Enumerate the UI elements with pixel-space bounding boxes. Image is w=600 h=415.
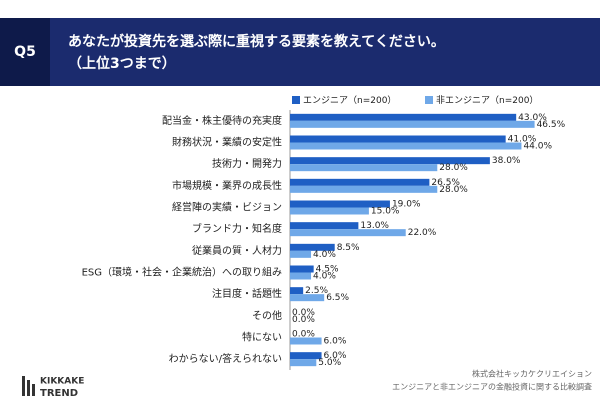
question-label: Q5 xyxy=(14,44,36,60)
value-label: 41.0% xyxy=(508,135,537,145)
bar xyxy=(290,185,438,193)
value-label: 44.0% xyxy=(523,142,552,152)
value-label: 13.0% xyxy=(360,221,389,231)
bar xyxy=(290,352,322,360)
source: 株式会社キッカケクリエイション xyxy=(472,369,592,379)
y-tick-label: ブランド力・知名度 xyxy=(192,222,282,235)
logo-icon xyxy=(32,384,35,396)
chart-title: あなたが投資先を選ぶ際に重視する要素を教えてください。 xyxy=(68,33,445,50)
bar xyxy=(290,222,359,230)
y-tick-label: 技術力・開発力 xyxy=(212,157,282,170)
value-label: 15.0% xyxy=(371,207,400,217)
bar xyxy=(290,135,506,143)
bar xyxy=(290,157,490,165)
value-label: 6.0% xyxy=(324,337,347,347)
value-label: 2.5% xyxy=(305,286,328,296)
y-tick-label: 財務状況・業績の安定性 xyxy=(172,136,282,149)
y-tick-label: その他 xyxy=(252,309,282,322)
legend-label: エンジニア（n=200） xyxy=(303,95,396,106)
value-label: 5.0% xyxy=(318,358,341,368)
logo-text: KIKKAKE xyxy=(40,377,84,387)
logo-icon xyxy=(27,380,30,396)
value-label: 0.0% xyxy=(292,308,315,318)
y-tick-label: 特にない xyxy=(242,332,282,344)
value-label: 38.0% xyxy=(492,156,521,166)
bar xyxy=(290,142,522,150)
bar xyxy=(290,113,517,121)
bar xyxy=(290,243,335,251)
bar xyxy=(290,272,312,280)
value-label: 4.5% xyxy=(316,265,339,275)
logo-icon xyxy=(22,376,25,396)
bar xyxy=(290,120,535,128)
bar xyxy=(290,337,322,345)
y-tick-label: 注目度・話題性 xyxy=(212,287,282,300)
y-tick-label: 配当金・株主優待の充実度 xyxy=(162,114,282,127)
logo: KIKKAKE TREND xyxy=(22,376,84,399)
bar xyxy=(290,265,314,273)
bar xyxy=(290,229,406,237)
value-label: 0.0% xyxy=(292,315,315,325)
y-tick-label: わからない/答えられない xyxy=(169,352,282,365)
value-label: 8.5% xyxy=(337,243,360,253)
bar xyxy=(290,294,325,302)
bar xyxy=(290,207,369,215)
bar xyxy=(290,164,438,172)
legend-label: 非エンジニア（n=200） xyxy=(436,94,538,106)
bar xyxy=(290,200,390,208)
legend-swatch xyxy=(292,96,300,104)
value-label: 6.5% xyxy=(326,293,349,303)
legend-swatch xyxy=(425,96,433,104)
value-label: 6.0% xyxy=(324,351,347,361)
y-tick-label: 市場規模・業界の成長性 xyxy=(172,179,282,192)
bar xyxy=(290,178,430,186)
value-label: 4.0% xyxy=(313,250,336,260)
bar xyxy=(290,359,317,367)
value-label: 4.0% xyxy=(313,272,336,282)
value-label: 46.5% xyxy=(537,120,566,130)
logo-text: TREND xyxy=(40,388,78,399)
chart-subtitle: （上位3つまで） xyxy=(68,55,176,72)
y-tick-label: 経営陣の実績・ビジョン xyxy=(172,201,282,214)
value-label: 26.5% xyxy=(431,178,460,188)
value-label: 0.0% xyxy=(292,330,315,340)
value-label: 19.0% xyxy=(392,200,421,210)
source: エンジニアと非エンジニアの金融投資に関する比較調査 xyxy=(392,382,592,392)
bar xyxy=(290,250,312,258)
value-label: 28.0% xyxy=(439,185,468,195)
value-label: 22.0% xyxy=(408,228,437,238)
value-label: 43.0% xyxy=(518,113,547,123)
bar xyxy=(290,287,304,295)
y-tick-label: 従業員の質・人材力 xyxy=(192,244,282,257)
y-tick-label: ESG（環境・社会・企業統治）への取り組み xyxy=(82,266,282,279)
value-label: 28.0% xyxy=(439,163,468,173)
question-box xyxy=(0,18,50,86)
header-banner xyxy=(0,18,600,86)
